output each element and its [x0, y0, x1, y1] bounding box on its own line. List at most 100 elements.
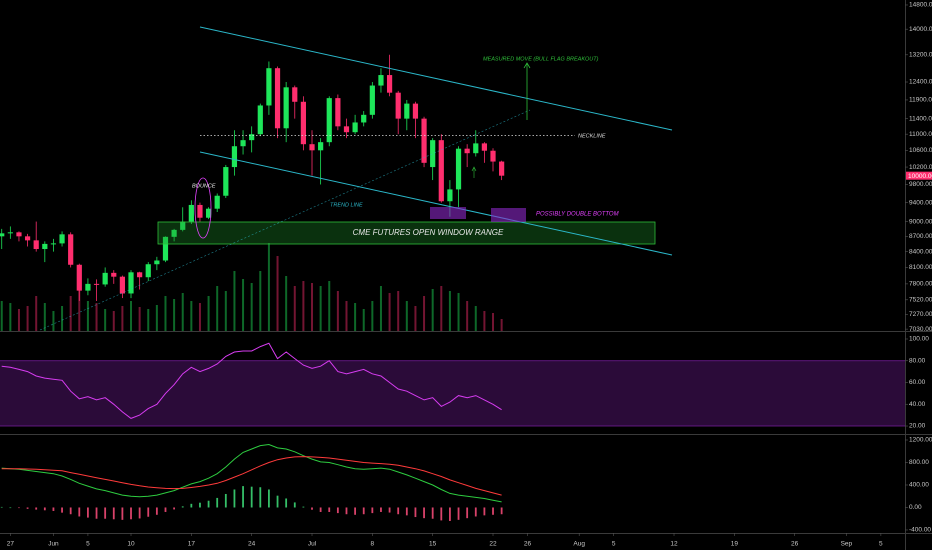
candle-body [343, 126, 350, 133]
measured-move-label: MEASURED MOVE (BULL FLAG BREAKOUT) [483, 56, 599, 62]
double-bottom-label: POSSIBLY DOUBLE BOTTOM [536, 212, 619, 218]
channel-upper [199, 26, 673, 131]
histogram-bar [440, 507, 443, 521]
x-tick-label: Aug [573, 541, 585, 548]
candle-body [223, 167, 229, 196]
histogram-bar [492, 507, 494, 515]
candle-body [283, 87, 289, 129]
volume-bar [164, 296, 167, 331]
y-tick-label: 14800.00 [909, 2, 932, 9]
macd-line [1, 443, 502, 503]
histogram-bar [250, 486, 253, 508]
y-tick-label: 8400.00 [909, 248, 932, 255]
volume-bar [466, 301, 469, 331]
x-tick-label: 27 [7, 541, 15, 548]
volume-bar [112, 311, 115, 331]
y-tick-label: 0.00 [909, 504, 922, 511]
candle-body [102, 272, 108, 285]
rsi-band [0, 360, 905, 427]
volume-bar [138, 307, 141, 331]
histogram-bar [242, 486, 244, 508]
histogram-bar [233, 489, 236, 508]
candle-body [42, 243, 48, 250]
cme-range-box [157, 221, 656, 245]
y-tick-label: 10200.00 [909, 164, 932, 171]
x-tick-label: 26 [524, 541, 532, 548]
volume-bar [285, 276, 288, 331]
y-tick-label: 7270.00 [909, 311, 932, 318]
volume-bar [181, 293, 184, 331]
histogram-bar [69, 507, 72, 515]
candle-body [292, 87, 298, 102]
histogram-bar [181, 506, 184, 508]
candle-body [85, 283, 91, 291]
histogram-bar [268, 489, 270, 508]
x-tick-label: Jul [308, 541, 317, 548]
volume-bar [224, 291, 227, 331]
histogram-bar [199, 502, 201, 508]
volume-bar [86, 301, 89, 331]
volume-bar [130, 301, 133, 331]
histogram-bar [328, 507, 331, 512]
candle-body [33, 240, 39, 250]
candle-body [404, 103, 410, 119]
histogram-bar [276, 495, 279, 508]
bounce-ellipse [194, 177, 212, 239]
y-tick-label: -400.00 [909, 527, 931, 534]
candle-body [214, 195, 220, 209]
drawings: CME FUTURES OPEN WINDOW RANGE TREND LINE… [39, 26, 673, 331]
volume-bar [319, 286, 322, 331]
volume-bar [267, 243, 270, 331]
candle-body [490, 150, 496, 162]
x-tick-label: 26 [791, 541, 799, 548]
x-tick-label: 10 [127, 541, 135, 548]
candle-body [361, 114, 367, 123]
histogram-bar [311, 507, 313, 510]
histogram-bar [474, 507, 477, 517]
candle-body [481, 143, 487, 151]
y-tick-label: 80.00 [909, 357, 926, 364]
candle-body [111, 272, 117, 277]
volume-bar [35, 296, 38, 331]
histogram-bar [285, 498, 288, 508]
histogram-bar [380, 507, 382, 512]
histogram-bar [423, 507, 425, 519]
histogram-bar [388, 507, 391, 513]
x-tick-label: 5 [86, 541, 90, 548]
volume-bar [190, 301, 193, 331]
histogram-bar [224, 493, 227, 508]
histogram-bar [26, 507, 29, 509]
candle-body [309, 144, 315, 151]
histogram-bar [87, 507, 89, 518]
histogram-bar [216, 497, 219, 508]
volume-bar [61, 306, 64, 331]
price-tag-label: 10000.00 [908, 173, 932, 180]
histogram-bar [35, 507, 38, 510]
arrow-head [471, 166, 477, 172]
candle-body [257, 105, 263, 135]
x-tick-label: 5 [612, 541, 616, 548]
trend-line-label: TREND LINE [330, 202, 363, 208]
double-bottom-box [430, 207, 466, 219]
volume-bar [69, 296, 72, 331]
cme-range-label: CME FUTURES OPEN WINDOW RANGE [353, 228, 504, 237]
volume-bar [95, 303, 98, 331]
volume-bar [431, 289, 434, 331]
neckline-label: NECKLINE [578, 133, 606, 139]
candle-body [249, 134, 255, 141]
volume-bar [276, 256, 279, 331]
price-tag [906, 171, 932, 180]
candle-body [24, 236, 31, 241]
histogram-bar [466, 507, 469, 519]
volume-bar [242, 279, 245, 331]
volume-bar [293, 286, 296, 331]
histogram-bar [293, 502, 296, 508]
histogram-bar [138, 507, 141, 519]
volume-bar [345, 301, 348, 331]
volume-bar [448, 291, 451, 331]
volume-bar [207, 296, 210, 331]
channel-lower [199, 151, 673, 256]
histogram-bar [302, 506, 305, 508]
